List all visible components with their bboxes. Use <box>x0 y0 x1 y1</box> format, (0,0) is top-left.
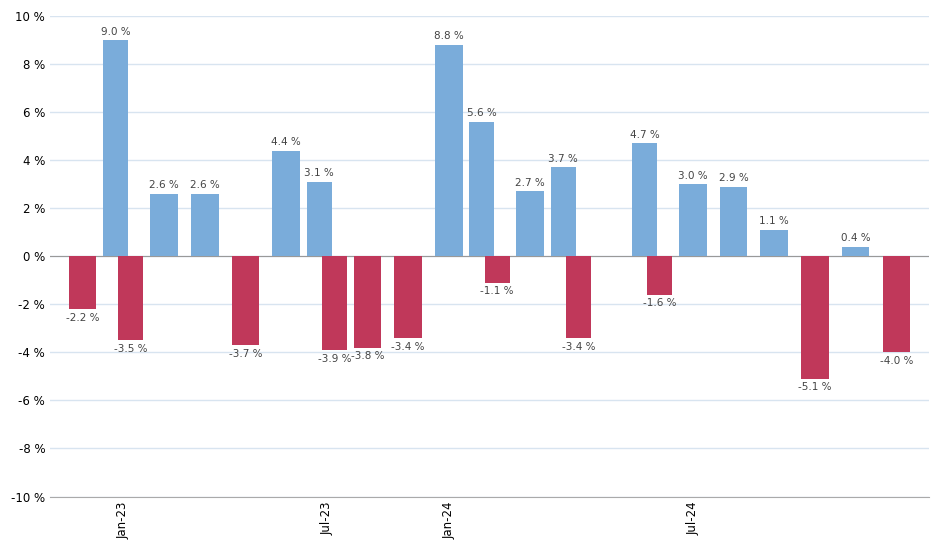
Bar <box>883 256 910 353</box>
Text: -4.0 %: -4.0 % <box>880 356 913 366</box>
Bar <box>760 230 788 256</box>
Bar <box>69 256 97 309</box>
Bar <box>801 256 829 379</box>
Text: 5.6 %: 5.6 % <box>467 108 496 118</box>
Bar <box>118 256 144 340</box>
Text: 4.4 %: 4.4 % <box>272 137 301 147</box>
Text: 4.7 %: 4.7 % <box>630 130 660 140</box>
Bar <box>842 247 870 256</box>
Text: -3.9 %: -3.9 % <box>318 354 352 364</box>
Bar <box>633 144 657 256</box>
Bar <box>485 256 509 283</box>
Bar <box>551 167 575 256</box>
Text: 2.6 %: 2.6 % <box>149 180 179 190</box>
Text: 3.1 %: 3.1 % <box>305 168 334 178</box>
Bar <box>394 256 422 338</box>
Text: -3.4 %: -3.4 % <box>562 342 595 351</box>
Text: -1.1 %: -1.1 % <box>480 287 514 296</box>
Bar <box>469 122 494 256</box>
Bar <box>435 45 462 256</box>
Text: 2.9 %: 2.9 % <box>719 173 748 183</box>
Text: 0.4 %: 0.4 % <box>841 233 870 243</box>
Bar <box>306 182 332 256</box>
Bar <box>679 184 707 256</box>
Text: 1.1 %: 1.1 % <box>760 216 790 226</box>
Bar <box>648 256 672 295</box>
Bar <box>231 256 259 345</box>
Bar <box>150 194 178 256</box>
Text: -1.6 %: -1.6 % <box>643 298 677 309</box>
Text: -3.5 %: -3.5 % <box>114 344 148 354</box>
Text: -5.1 %: -5.1 % <box>798 382 832 393</box>
Text: 2.7 %: 2.7 % <box>515 178 545 188</box>
Text: 9.0 %: 9.0 % <box>101 26 131 36</box>
Text: 3.7 %: 3.7 % <box>548 154 578 164</box>
Text: 3.0 %: 3.0 % <box>678 170 708 180</box>
Bar <box>103 40 128 256</box>
Bar <box>191 194 218 256</box>
Bar <box>566 256 591 338</box>
Text: -3.7 %: -3.7 % <box>228 349 262 359</box>
Bar <box>273 151 300 256</box>
Text: -2.2 %: -2.2 % <box>66 313 100 323</box>
Bar <box>353 256 382 348</box>
Text: 8.8 %: 8.8 % <box>434 31 463 41</box>
Text: 2.6 %: 2.6 % <box>190 180 220 190</box>
Text: -3.4 %: -3.4 % <box>391 342 425 351</box>
Bar <box>516 191 544 256</box>
Bar <box>720 186 747 256</box>
Bar <box>321 256 347 350</box>
Text: -3.8 %: -3.8 % <box>351 351 384 361</box>
